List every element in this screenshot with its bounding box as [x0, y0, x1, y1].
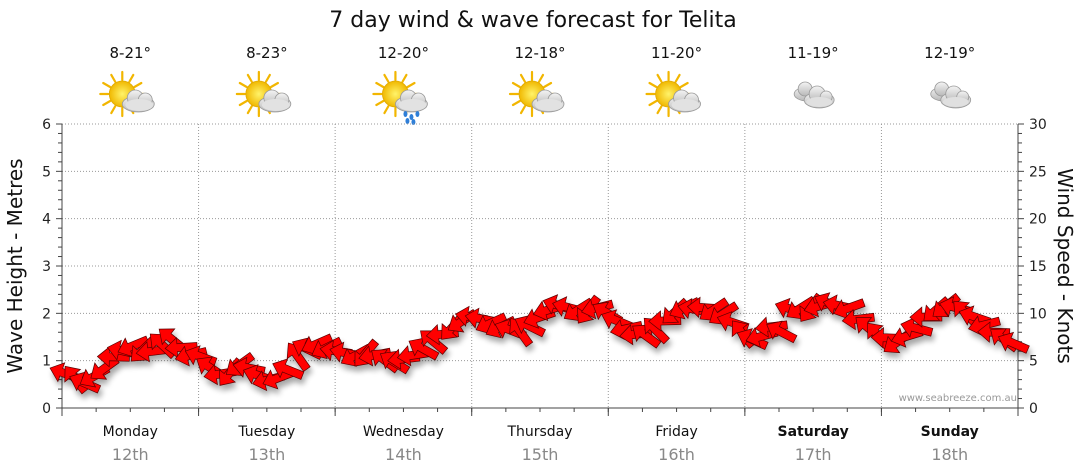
day-name-label: Sunday: [921, 424, 979, 440]
right-tick-label: 20: [1029, 212, 1047, 228]
wind-arrow: [514, 314, 546, 338]
temperature-label: 11-19°: [788, 44, 839, 62]
partly-cloudy-sun-icon: [99, 70, 155, 118]
temperature-label: 8-23°: [246, 44, 288, 62]
wind-arrow: [766, 320, 798, 344]
right-axis-label: Wind Speed - Knots: [1053, 168, 1077, 364]
left-axis-label: Wave Height - Metres: [3, 158, 27, 373]
daily-temperatures: 8-21° 8-23° 12-20° 12-18° 11-20° 11-19° 12-19°: [110, 44, 976, 62]
day-name-label: Wednesday: [363, 424, 444, 440]
wind-arrow: [900, 316, 934, 338]
watermark: www.seabreeze.com.au: [899, 393, 1017, 404]
cloudy-icon: [793, 81, 835, 109]
left-tick-label: 2: [42, 306, 51, 322]
wind-arrow: [833, 298, 866, 320]
left-tick-label: 0: [42, 401, 51, 417]
left-tick-label: 4: [42, 212, 51, 228]
day-name-label: Saturday: [778, 424, 849, 440]
plot-frame: [56, 123, 1024, 416]
partly-cloudy-sun-icon: [235, 70, 292, 118]
wind-arrow: [997, 331, 1030, 354]
grid-lines: [62, 123, 1018, 408]
day-date-label: 15th: [522, 445, 559, 464]
weather-icons: [99, 70, 972, 125]
temperature-label: 8-21°: [110, 44, 152, 62]
day-date-label: 16th: [658, 445, 695, 464]
right-tick-label: 5: [1029, 354, 1038, 370]
day-name-label: Friday: [655, 424, 697, 440]
wind-arrows: [49, 292, 1030, 395]
right-tick-label: 25: [1029, 164, 1047, 180]
right-tick-label: 0: [1029, 401, 1038, 417]
left-tick-label: 6: [42, 117, 51, 133]
wind-arrow: [408, 337, 440, 361]
left-axis-ticks: 0 1 2 3 4 5 6: [42, 117, 51, 417]
day-labels: Monday 12th Tuesday 13th Wednesday 14th Thursd…: [103, 424, 979, 464]
day-date-label: 14th: [385, 445, 422, 464]
wind-arrow: [632, 324, 662, 349]
day-date-label: 12th: [112, 445, 149, 464]
wind-arrow: [164, 336, 198, 359]
temperature-label: 12-19°: [924, 44, 975, 62]
left-tick-label: 1: [42, 354, 51, 370]
right-axis-ticks: 0 5 10 15 20 25 30: [1029, 117, 1047, 417]
partly-cloudy-sun-icon: [645, 70, 701, 118]
wind-arrow: [272, 358, 305, 380]
day-name-label: Monday: [103, 424, 158, 440]
sun-cloud-rain-icon: [372, 70, 428, 125]
day-date-label: 18th: [931, 445, 968, 464]
left-tick-label: 5: [42, 164, 51, 180]
day-name-label: Tuesday: [237, 424, 295, 440]
chart-title: 7 day wind & wave forecast for Telita: [329, 8, 736, 33]
cloudy-icon: [930, 81, 972, 109]
temperature-label: 12-20°: [378, 44, 429, 62]
partly-cloudy-sun-icon: [508, 70, 565, 118]
day-date-label: 13th: [248, 445, 285, 464]
right-tick-label: 10: [1029, 306, 1047, 322]
day-name-label: Thursday: [506, 424, 572, 440]
left-tick-label: 3: [42, 259, 51, 275]
temperature-label: 11-20°: [651, 44, 702, 62]
right-tick-label: 15: [1029, 259, 1047, 275]
day-date-label: 17th: [795, 445, 832, 464]
temperature-label: 12-18°: [514, 44, 565, 62]
right-tick-label: 30: [1029, 117, 1047, 133]
